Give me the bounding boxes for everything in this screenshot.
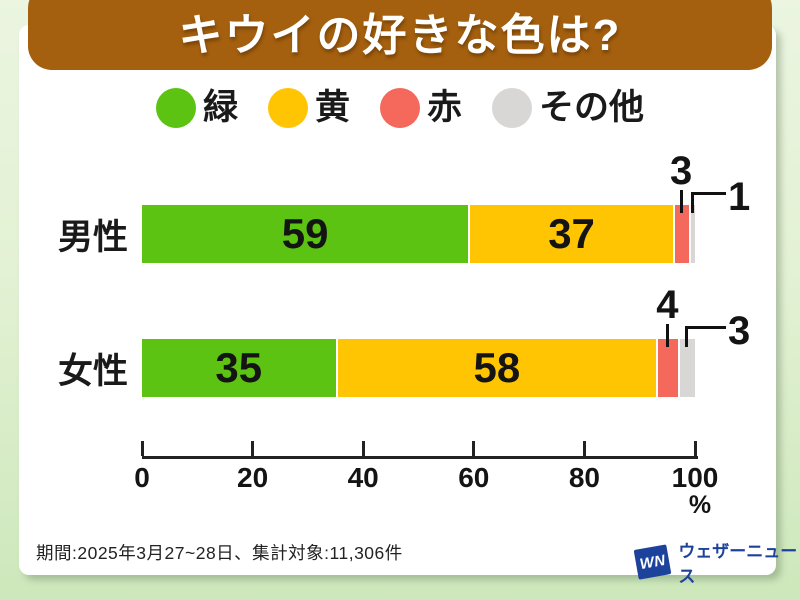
bar-segment-その他: [689, 205, 695, 263]
axis-tick: [361, 441, 365, 456]
callout-line: [686, 326, 726, 329]
callout-value-label: 3: [670, 149, 693, 193]
axis-unit-label: %: [688, 491, 712, 519]
legend-swatch-icon: [380, 88, 420, 128]
legend: 緑 黄 赤 その他: [150, 88, 650, 128]
page-title: キウイの好きな色は?: [178, 11, 622, 60]
axis-tick-label: 40: [347, 462, 379, 493]
callout-value-label: 4: [656, 283, 679, 327]
callout-line: [665, 324, 669, 347]
bar-segment-緑: 35: [142, 339, 336, 397]
bar-segment-黄: 58: [335, 339, 657, 397]
axis-tick-label: 0: [134, 462, 150, 493]
callout-line: [679, 190, 683, 213]
legend-item: 緑: [155, 88, 238, 128]
bar-row: 35 58 4 3: [142, 285, 750, 397]
legend-item-label: 黄: [314, 88, 350, 127]
axis-tick: [140, 441, 144, 456]
legend-item: その他: [492, 88, 644, 128]
bar-segment-緑: 59: [142, 205, 469, 263]
weathernews-logo: WN ウェザーニュース: [633, 537, 800, 587]
callout-value-label: 1: [728, 175, 751, 219]
legend-swatch-icon: [267, 88, 308, 128]
category-label: 女性: [57, 351, 128, 391]
legend-swatch-icon: [155, 88, 196, 128]
axis-tick: [693, 441, 697, 456]
axis-tick-label: 20: [237, 462, 269, 493]
callout-line: [685, 326, 689, 347]
bar-segment-赤: [672, 205, 690, 263]
segment-value-label: 58: [473, 344, 521, 391]
logo-text: ウェザーニュース: [678, 542, 798, 586]
bar-segment-その他: [678, 339, 695, 397]
segment-value-label: 59: [281, 210, 329, 257]
axis-tick-label: 80: [568, 462, 600, 493]
legend-item-label: その他: [539, 88, 645, 127]
axis-tick: [472, 441, 476, 456]
title-bar: キウイの好きな色は?: [28, 0, 772, 70]
bar-segment-黄: 37: [468, 205, 673, 263]
axis-tick-label: 60: [458, 462, 490, 493]
axis-tick: [251, 441, 255, 456]
category-label: 男性: [57, 217, 128, 257]
callout-line: [692, 192, 726, 195]
legend-item-label: 赤: [427, 88, 463, 127]
axis-tick-label: 100: [671, 462, 719, 493]
callout-value-label: 3: [728, 309, 751, 353]
legend-item-label: 緑: [202, 88, 238, 127]
bar-segment-赤: [656, 339, 679, 397]
legend-swatch-icon: [492, 88, 533, 128]
x-axis-line: [142, 456, 698, 459]
wn-logo-icon: WN: [633, 544, 672, 580]
legend-item: 黄: [267, 88, 350, 128]
callout-line: [690, 192, 694, 213]
axis-tick: [582, 441, 586, 456]
segment-value-label: 37: [548, 210, 595, 257]
x-axis: 0 20 40 60 80 100%: [134, 441, 718, 519]
survey-period-note: 期間:2025年3月27~28日、集計対象:11,306件: [36, 543, 403, 563]
bar-row: 59 37 3 1: [142, 151, 750, 263]
segment-value-label: 35: [215, 344, 263, 391]
legend-item: 赤: [380, 88, 462, 128]
